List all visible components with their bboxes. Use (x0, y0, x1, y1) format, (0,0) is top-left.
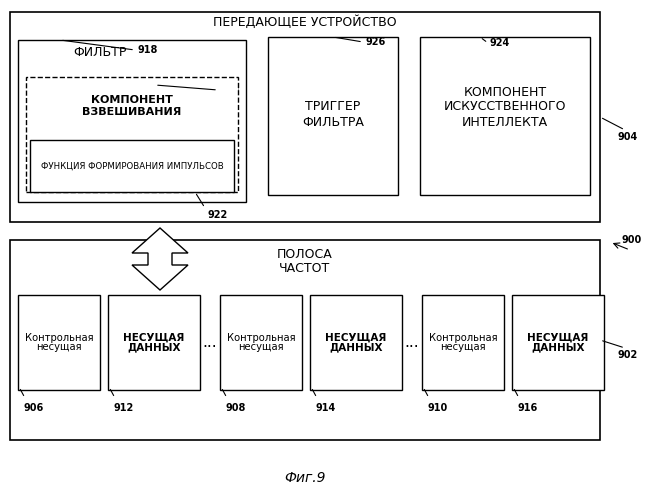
Bar (10, 240, 600, 440)
Text: несущая: несущая (238, 342, 284, 352)
Text: 902: 902 (618, 350, 638, 360)
Text: КОМПОНЕНТ: КОМПОНЕНТ (463, 86, 546, 98)
Bar (30, 140, 234, 192)
Text: Фиг.9: Фиг.9 (284, 471, 326, 485)
Bar (18, 295, 100, 390)
Bar (268, 37, 398, 195)
Bar (18, 40, 246, 202)
Text: 906: 906 (23, 403, 43, 413)
Bar (108, 295, 200, 390)
Text: НЕСУЩАЯ: НЕСУЩАЯ (123, 333, 185, 343)
Text: 920: 920 (220, 85, 240, 95)
Text: 908: 908 (225, 403, 245, 413)
Text: несущая: несущая (440, 342, 486, 352)
Text: ИСКУССТВЕННОГО: ИСКУССТВЕННОГО (444, 100, 566, 114)
Text: 926: 926 (366, 37, 387, 47)
Text: НЕСУЩАЯ: НЕСУЩАЯ (527, 333, 589, 343)
Text: ТРИГГЕР: ТРИГГЕР (306, 100, 361, 114)
Bar (310, 295, 402, 390)
Text: ЧАСТОТ: ЧАСТОТ (279, 262, 331, 274)
Text: Контрольная: Контрольная (429, 333, 497, 343)
Text: 910: 910 (427, 403, 448, 413)
Text: ВЗВЕШИВАНИЯ: ВЗВЕШИВАНИЯ (82, 107, 182, 117)
Bar (422, 295, 504, 390)
Text: 914: 914 (315, 403, 335, 413)
Text: Контрольная: Контрольная (25, 333, 93, 343)
Text: ФИЛЬТРА: ФИЛЬТРА (302, 116, 364, 128)
Text: НЕСУЩАЯ: НЕСУЩАЯ (326, 333, 387, 343)
Text: 900: 900 (622, 235, 642, 245)
Text: 912: 912 (113, 403, 133, 413)
Text: КОМПОНЕНТ: КОМПОНЕНТ (91, 95, 173, 105)
Text: ПОЛОСА: ПОЛОСА (277, 248, 333, 262)
Text: ФИЛЬТР: ФИЛЬТР (74, 46, 127, 59)
Text: ДАННЫХ: ДАННЫХ (330, 342, 383, 352)
Bar (10, 12, 600, 222)
Text: несущая: несущая (36, 342, 82, 352)
Bar (26, 77, 238, 192)
Text: ПЕРЕДАЮЩЕЕ УСТРОЙСТВО: ПЕРЕДАЮЩЕЕ УСТРОЙСТВО (213, 15, 397, 29)
Text: ДАННЫХ: ДАННЫХ (531, 342, 585, 352)
Text: 922: 922 (207, 210, 227, 220)
Text: 904: 904 (618, 132, 638, 142)
Bar (420, 37, 590, 195)
Text: ФУНКЦИЯ ФОРМИРОВАНИЯ ИМПУЛЬСОВ: ФУНКЦИЯ ФОРМИРОВАНИЯ ИМПУЛЬСОВ (40, 162, 223, 170)
Text: ...: ... (404, 335, 419, 350)
Text: 916: 916 (517, 403, 537, 413)
Text: Контрольная: Контрольная (227, 333, 295, 343)
Text: 918: 918 (138, 45, 158, 55)
Polygon shape (132, 228, 188, 290)
Bar (220, 295, 302, 390)
Text: ИНТЕЛЛЕКТА: ИНТЕЛЛЕКТА (462, 116, 548, 128)
Text: ...: ... (203, 335, 217, 350)
Text: 924: 924 (490, 38, 511, 48)
Text: ДАННЫХ: ДАННЫХ (127, 342, 181, 352)
Bar (512, 295, 604, 390)
